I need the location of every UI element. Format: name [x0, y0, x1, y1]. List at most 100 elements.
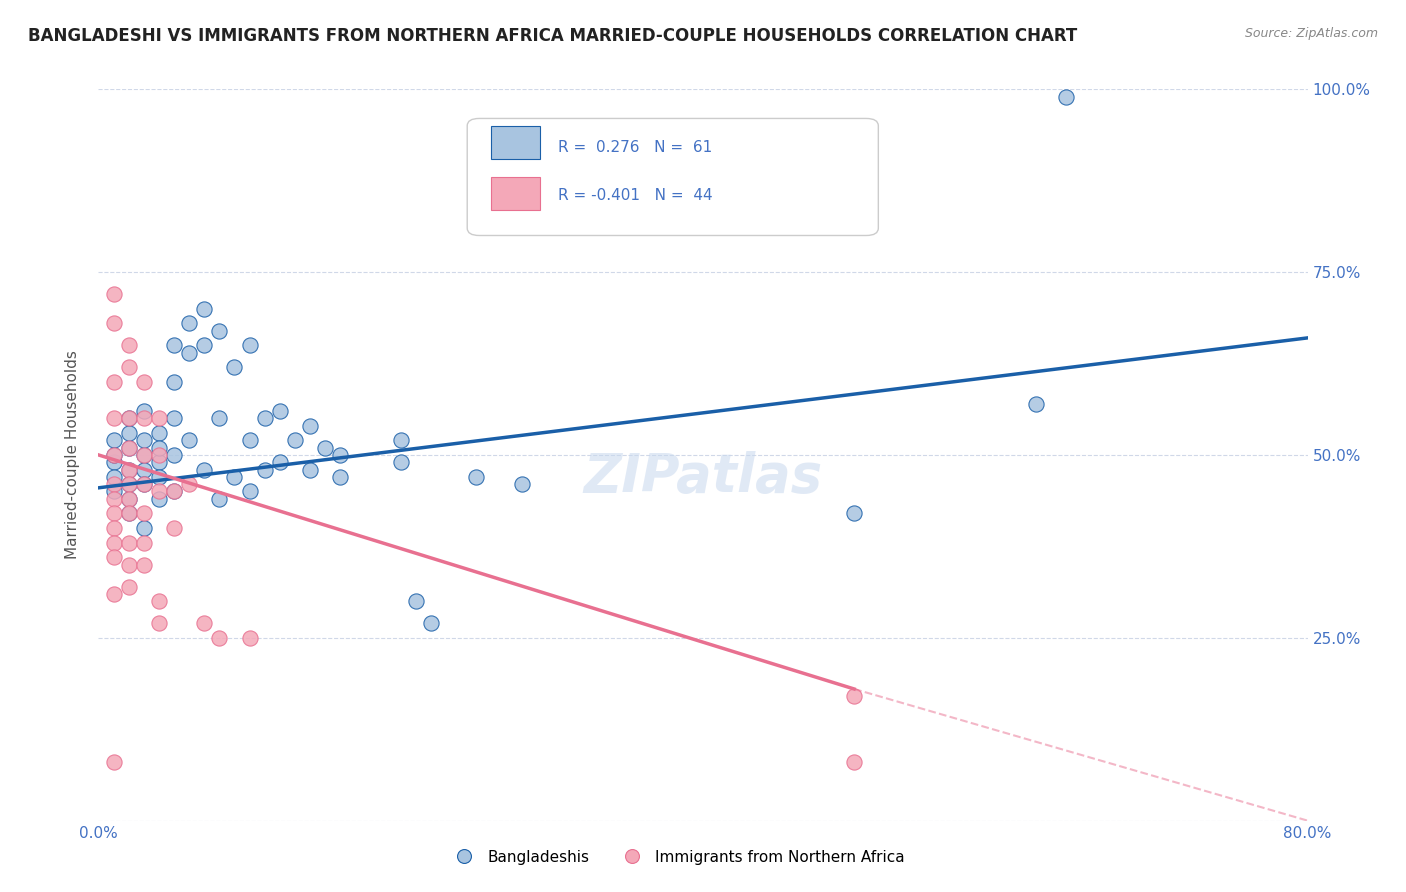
Point — [118, 441, 141, 455]
Point — [239, 631, 262, 645]
Point — [118, 462, 141, 476]
Point — [163, 338, 186, 352]
Point — [163, 411, 186, 425]
Point — [103, 316, 125, 330]
Point — [103, 550, 125, 565]
Point — [148, 455, 170, 469]
Point — [118, 477, 141, 491]
Point — [132, 375, 155, 389]
Point — [148, 425, 170, 440]
Point — [314, 441, 336, 455]
Text: Source: ZipAtlas.com: Source: ZipAtlas.com — [1244, 27, 1378, 40]
Point — [208, 324, 231, 338]
Point — [103, 287, 125, 301]
Point — [103, 434, 125, 448]
Point — [253, 411, 276, 425]
Text: R =  0.276   N =  61: R = 0.276 N = 61 — [558, 140, 713, 155]
Point — [163, 375, 186, 389]
Point — [193, 338, 215, 352]
Point — [179, 345, 201, 359]
Point — [193, 462, 215, 476]
Point — [118, 462, 141, 476]
Point — [224, 360, 246, 375]
Point — [329, 448, 352, 462]
Point — [208, 491, 231, 506]
Point — [148, 484, 170, 499]
Point — [103, 411, 125, 425]
Point — [284, 434, 307, 448]
Point — [239, 338, 262, 352]
Point — [148, 594, 170, 608]
Point — [844, 507, 866, 521]
Point — [1054, 89, 1077, 103]
Point — [103, 521, 125, 535]
Point — [103, 448, 125, 462]
Point — [299, 462, 322, 476]
Point — [208, 411, 231, 425]
Point — [148, 470, 170, 484]
Point — [132, 558, 155, 572]
Y-axis label: Married-couple Households: Married-couple Households — [65, 351, 80, 559]
Point — [239, 434, 262, 448]
Point — [132, 507, 155, 521]
Point — [329, 470, 352, 484]
Point — [269, 404, 291, 418]
Point — [179, 434, 201, 448]
Point — [179, 477, 201, 491]
Point — [389, 434, 412, 448]
Point — [148, 616, 170, 631]
Point — [103, 491, 125, 506]
Text: ZIPatlas: ZIPatlas — [583, 450, 823, 503]
Point — [844, 755, 866, 769]
Point — [103, 535, 125, 549]
Point — [163, 484, 186, 499]
Point — [148, 448, 170, 462]
Point — [132, 404, 155, 418]
Point — [179, 316, 201, 330]
Point — [132, 521, 155, 535]
Legend: Bangladeshis, Immigrants from Northern Africa: Bangladeshis, Immigrants from Northern A… — [447, 843, 911, 871]
Point — [103, 470, 125, 484]
Point — [103, 587, 125, 601]
Point — [148, 491, 170, 506]
Point — [132, 477, 155, 491]
Point — [103, 448, 125, 462]
Point — [405, 594, 427, 608]
Point — [253, 462, 276, 476]
Point — [420, 616, 443, 631]
FancyBboxPatch shape — [467, 119, 879, 235]
Point — [103, 507, 125, 521]
Point — [118, 507, 141, 521]
Point — [118, 558, 141, 572]
Point — [118, 360, 141, 375]
Text: BANGLADESHI VS IMMIGRANTS FROM NORTHERN AFRICA MARRIED-COUPLE HOUSEHOLDS CORRELA: BANGLADESHI VS IMMIGRANTS FROM NORTHERN … — [28, 27, 1077, 45]
Point — [193, 301, 215, 316]
Point — [118, 441, 141, 455]
Point — [844, 690, 866, 704]
Point — [132, 448, 155, 462]
Point — [193, 616, 215, 631]
Point — [118, 507, 141, 521]
Point — [118, 477, 141, 491]
Point — [132, 411, 155, 425]
Point — [103, 375, 125, 389]
Point — [103, 755, 125, 769]
Point — [132, 462, 155, 476]
Point — [510, 477, 533, 491]
Point — [299, 418, 322, 433]
Point — [163, 521, 186, 535]
FancyBboxPatch shape — [492, 126, 540, 159]
Point — [103, 477, 125, 491]
Point — [148, 441, 170, 455]
Point — [465, 470, 488, 484]
Point — [132, 477, 155, 491]
Point — [118, 338, 141, 352]
Point — [118, 425, 141, 440]
Point — [208, 631, 231, 645]
Point — [118, 535, 141, 549]
Point — [224, 470, 246, 484]
Point — [118, 411, 141, 425]
Point — [389, 455, 412, 469]
Point — [132, 434, 155, 448]
Point — [239, 484, 262, 499]
